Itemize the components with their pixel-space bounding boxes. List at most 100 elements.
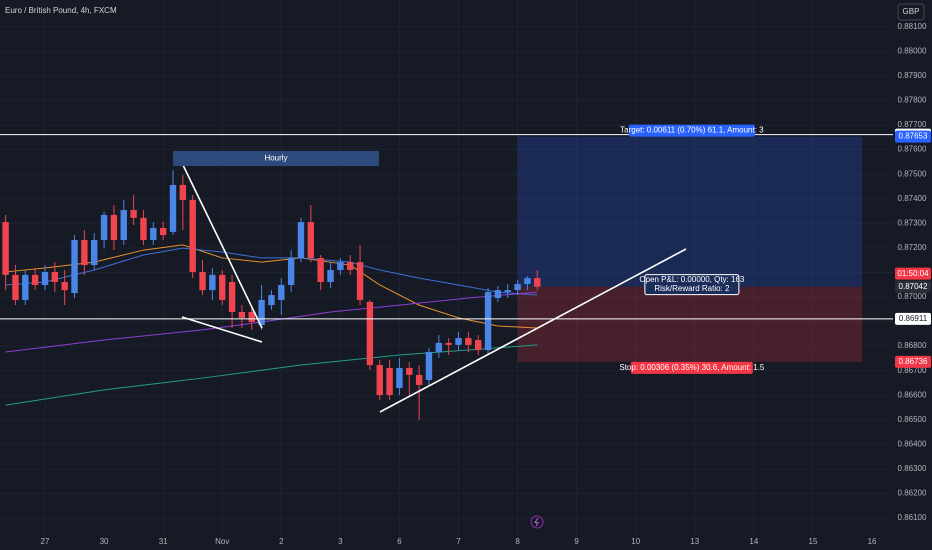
candle-body [366, 301, 374, 366]
title: Euro / British Pound, 4h, FXCM [5, 6, 117, 15]
candle-body [219, 274, 226, 300]
y-tick-label: 0.86200 [898, 489, 927, 498]
y-tick-label: 0.86400 [898, 439, 927, 448]
y-tick-label: 0.86300 [898, 464, 927, 473]
y-tick-label: 0.88000 [898, 46, 927, 55]
x-tick-label: 27 [41, 537, 50, 546]
target-zone [517, 136, 863, 287]
y-tick-label: 0.88100 [898, 22, 927, 31]
candle-body [307, 222, 315, 258]
event-icon[interactable] [530, 515, 544, 529]
candle-body [435, 342, 443, 353]
price-label: 0.87653 [899, 132, 928, 141]
candle-body [278, 284, 285, 300]
candle-body [514, 283, 521, 291]
x-tick-label: 2 [279, 537, 284, 546]
price-label: 0.87042 [899, 282, 928, 291]
y-tick-label: 0.87000 [898, 292, 927, 301]
candle-body [61, 282, 68, 291]
price-label-box [895, 280, 931, 293]
level-label: 0.86911 [899, 314, 928, 323]
price-label: 0.86736 [899, 357, 928, 366]
candle-body [228, 282, 236, 312]
y-tick-label: 0.86800 [898, 341, 927, 350]
y-tick-label: 0.87700 [898, 120, 927, 129]
candle-body [41, 271, 49, 285]
x-tick-label: 16 [868, 537, 877, 546]
candle-body [238, 311, 246, 318]
y-tick-label: 0.87200 [898, 243, 927, 252]
candle-body [534, 278, 541, 287]
candle-body [524, 278, 531, 284]
price-label-box [895, 130, 931, 143]
candle-body [386, 367, 393, 396]
position-label-box [628, 124, 755, 137]
moving-average [5, 291, 538, 353]
candle-body [268, 295, 275, 306]
x-tick-label: 15 [809, 537, 818, 546]
trend-line [181, 316, 263, 343]
candle-body [179, 184, 187, 200]
x-tick-label: 9 [574, 537, 579, 546]
x-tick-label: 8 [515, 537, 520, 546]
candle-body [91, 240, 98, 266]
x-tick-label: Nov [215, 537, 229, 546]
candle-body [31, 274, 39, 285]
candle-body [22, 274, 29, 300]
y-tick-label: 0.86700 [898, 366, 927, 375]
candle-body [484, 292, 492, 351]
candle-body [455, 338, 462, 345]
moving-average [5, 247, 538, 296]
candle-body [199, 271, 206, 291]
y-tick-label: 0.87600 [898, 145, 927, 154]
level-label-box [895, 312, 931, 325]
x-tick-label: 3 [338, 537, 343, 546]
candle-body [110, 214, 118, 241]
candle-body [356, 262, 364, 300]
y-tick-label: 0.87300 [898, 218, 927, 227]
candle-body [287, 257, 295, 285]
candle-body [189, 199, 196, 272]
y-tick-label: 0.87500 [898, 169, 927, 178]
x-tick-label: 10 [631, 537, 640, 546]
candle-body [504, 290, 511, 293]
currency-button[interactable] [897, 3, 925, 21]
candle-body [327, 269, 334, 283]
grid [0, 0, 893, 537]
candle-body [258, 299, 265, 326]
annotation-box [173, 151, 379, 166]
ratio-text: Risk/Reward Ratio: 2 [654, 284, 730, 293]
candle-body [209, 274, 216, 291]
x-tick-label: 6 [397, 537, 402, 546]
candle-body [465, 338, 472, 345]
currency[interactable]: GBP [903, 7, 920, 16]
x-tick-label: 7 [456, 537, 461, 546]
event-icon-bolt [534, 517, 539, 527]
countdown-box [895, 267, 931, 280]
drawings [181, 162, 687, 413]
price-label-box [895, 355, 931, 368]
trend-line [181, 162, 263, 329]
y-tick-label: 0.87900 [898, 71, 927, 80]
stop-zone [517, 286, 863, 362]
candle-body [494, 290, 502, 298]
x-tick-label: 30 [100, 537, 109, 546]
candle-body [376, 365, 383, 396]
candle-body [406, 367, 413, 375]
candle-body [248, 311, 255, 323]
x-tick-label: 31 [159, 537, 168, 546]
y-tick-label: 0.86100 [898, 513, 927, 522]
candle-body [100, 214, 108, 241]
candle-body [445, 342, 452, 345]
candle-body [130, 210, 137, 218]
moving-average [5, 244, 538, 329]
candle-body [475, 339, 482, 351]
candle-body [396, 367, 403, 388]
candle-body [347, 262, 354, 270]
candle-body [415, 374, 423, 385]
candle-body [2, 222, 9, 275]
candle-body [150, 227, 157, 241]
candle-body [317, 257, 324, 283]
